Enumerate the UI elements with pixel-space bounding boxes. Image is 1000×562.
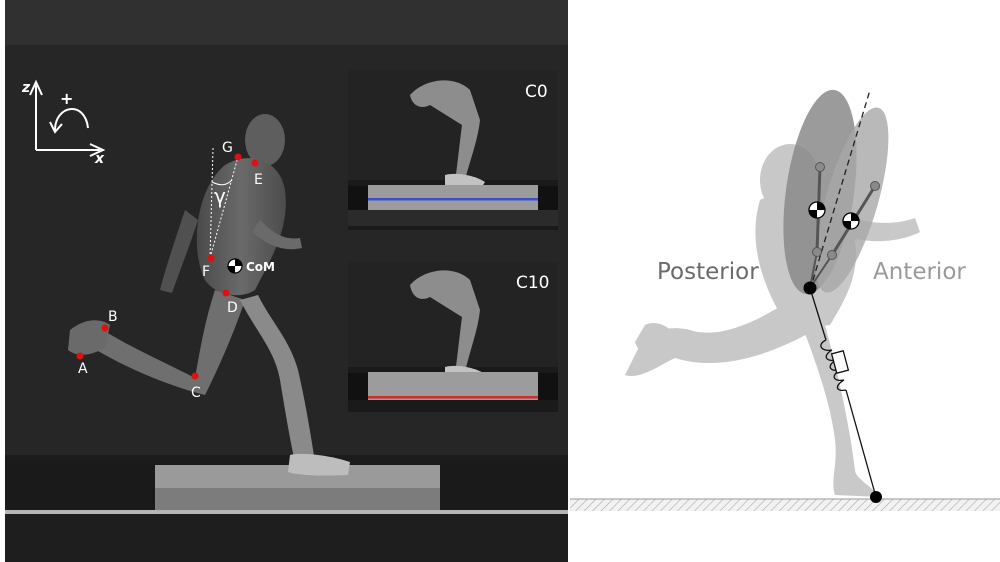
z-axis-label: z xyxy=(21,80,31,96)
x-axis-label: x xyxy=(94,151,105,167)
trunk-axis-dashed xyxy=(809,89,871,291)
marker-label-b: B xyxy=(108,309,118,325)
photo-panel: z x + γ A B C D E F G xyxy=(5,0,568,562)
posterior-label: Posterior xyxy=(657,259,759,285)
posterior-com-symbol xyxy=(808,201,826,219)
marker-label-g: G xyxy=(222,140,233,156)
marker-c xyxy=(191,372,199,380)
axes-indicator xyxy=(29,79,106,157)
joint-posterior-top xyxy=(815,162,825,172)
joint-anterior-bottom xyxy=(827,250,837,260)
hip-point xyxy=(803,281,817,295)
trunk-angle-lines xyxy=(209,147,239,259)
c10-platform-line xyxy=(368,396,538,399)
inset-label-c0: C0 xyxy=(525,82,548,102)
anterior-trunk-ellipse xyxy=(815,107,889,293)
com-symbol xyxy=(227,258,243,274)
marker-a xyxy=(76,352,84,360)
model-skeleton xyxy=(803,89,882,503)
leg-spring xyxy=(809,287,877,498)
trunk-angle-symbol: γ xyxy=(214,184,226,208)
marker-d xyxy=(222,289,230,297)
runner-photo xyxy=(68,114,350,476)
ground-hatch xyxy=(570,499,1000,511)
anterior-label: Anterior xyxy=(873,259,966,285)
com-label: CoM xyxy=(246,260,275,274)
c0-platform-line xyxy=(368,198,538,201)
marker-e xyxy=(251,159,259,167)
inset-c10: C10 xyxy=(348,262,558,412)
marker-label-a: A xyxy=(78,361,88,377)
inset-label-c10: C10 xyxy=(516,273,550,293)
marker-g xyxy=(234,153,242,161)
marker-label-d: D xyxy=(227,300,238,316)
joint-anterior-top xyxy=(870,181,880,191)
marker-label-e: E xyxy=(254,172,263,188)
anterior-com-symbol xyxy=(842,212,860,230)
marker-b xyxy=(101,324,109,332)
marker-label-f: F xyxy=(202,264,210,280)
joint-posterior-bottom xyxy=(812,247,822,257)
marker-points xyxy=(76,153,259,380)
foot-contact-point xyxy=(870,491,882,503)
rotation-sign: + xyxy=(60,89,73,108)
marker-labels: A B C D E F G xyxy=(78,140,263,401)
inset-c0: C0 xyxy=(348,70,558,230)
marker-label-c: C xyxy=(191,385,201,401)
marker-f xyxy=(207,254,215,262)
model-panel: Posterior Anterior xyxy=(570,89,1000,511)
